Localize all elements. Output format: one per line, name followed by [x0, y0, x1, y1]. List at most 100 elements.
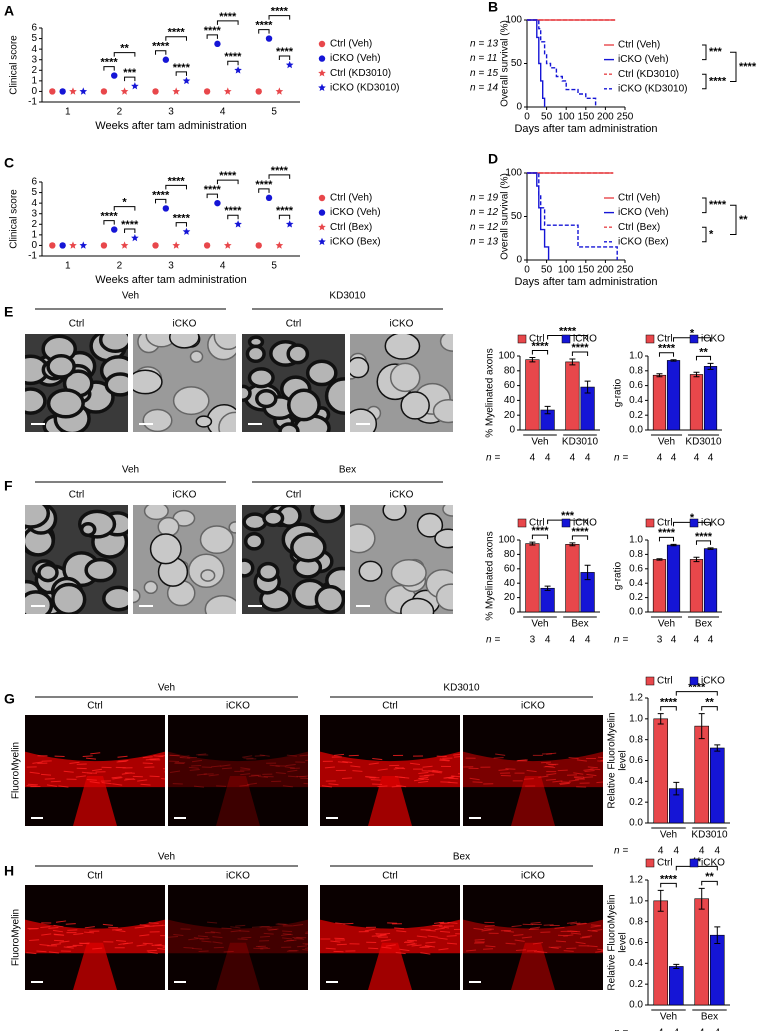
fiber: [573, 772, 584, 775]
error-bar: [657, 889, 664, 912]
legend-label: iCKO (Veh): [330, 207, 381, 218]
significance-bracket: [165, 36, 187, 41]
y-tick-label: 6: [31, 177, 37, 188]
fiber: [118, 760, 129, 762]
significance-label: ****: [173, 62, 191, 74]
fiber: [199, 938, 210, 940]
data-point: [69, 87, 77, 95]
column-label: Ctrl: [286, 319, 302, 330]
y-tick-label: -1: [28, 251, 37, 262]
fiber: [65, 923, 76, 925]
fiber: [168, 754, 179, 757]
y-tick-label: 0: [509, 425, 515, 436]
fiber: [69, 761, 80, 765]
legend-label: Ctrl (KD3010): [330, 68, 391, 79]
y-tick-label: 0.0: [629, 607, 643, 618]
y-tick-label: 6: [31, 23, 37, 34]
panel-letter: D: [488, 151, 498, 167]
panel-letter: A: [4, 3, 14, 19]
panel-letter: G: [4, 691, 15, 707]
n-value: 4: [708, 453, 714, 464]
y-tick-label: 0.0: [629, 425, 643, 436]
y-tick-label: 0.8: [629, 916, 643, 927]
data-point: [234, 220, 242, 228]
fiber: [282, 930, 293, 933]
bar: [689, 559, 704, 613]
y-tick-label: 0.6: [629, 937, 643, 948]
bar: [653, 900, 668, 1006]
column-label: Ctrl: [286, 490, 302, 501]
error-bar: [693, 556, 700, 563]
fiber: [420, 952, 431, 955]
y-tick-label: 4: [31, 44, 37, 55]
fiber: [115, 929, 126, 933]
legend-label: iCKO: [701, 518, 725, 529]
fiber: [523, 778, 534, 780]
y-axis-label: % Myelinated axons: [485, 531, 496, 621]
micrograph: [25, 334, 128, 432]
tract: [320, 751, 460, 788]
legend-label: Ctrl (Veh): [618, 40, 660, 51]
fiber: [90, 752, 101, 755]
legend-marker: [318, 69, 326, 77]
bar: [652, 559, 667, 613]
error-bar: [673, 963, 680, 970]
y-tick-label: 1: [31, 75, 37, 86]
fiber: [292, 936, 303, 939]
x-tick-label: Veh: [660, 830, 677, 841]
fiber: [568, 757, 579, 759]
significance-bracket: [268, 15, 291, 20]
y-tick-label: 1.0: [629, 895, 643, 906]
y-tick-label: 0.8: [629, 365, 643, 376]
axon: [434, 528, 453, 549]
fiber: [286, 754, 297, 757]
y-axis-label: Overall survival (%): [500, 20, 511, 107]
fiber: [575, 941, 586, 945]
significance-bracket: [702, 197, 707, 214]
axon: [143, 580, 158, 595]
y-axis-label: g-ratio: [613, 561, 624, 590]
micrograph: [463, 885, 603, 990]
tract: [511, 942, 555, 990]
axon: [199, 525, 234, 555]
column-label: iCKO: [173, 319, 197, 330]
n-value: 4: [715, 1028, 721, 1031]
error-bar: [670, 359, 677, 362]
axon: [243, 532, 265, 551]
data-point: [275, 241, 284, 249]
fiber: [473, 927, 484, 931]
significance-bracket: [571, 535, 589, 540]
fiber: [142, 942, 153, 945]
fiber: [483, 948, 494, 950]
tract: [73, 776, 117, 826]
x-tick-label: 200: [597, 112, 614, 123]
fiber: [283, 939, 295, 942]
x-tick-label: Veh: [531, 437, 548, 448]
fiber: [413, 778, 425, 782]
axon: [358, 560, 383, 582]
y-tick-label: 100: [498, 535, 515, 546]
x-tick-label: 250: [617, 112, 634, 123]
significance-bracket: [155, 50, 167, 55]
fiber: [201, 940, 212, 943]
fiber: [73, 932, 84, 935]
fiber: [240, 773, 251, 776]
n-value: 4: [699, 846, 705, 857]
data-point: [203, 242, 211, 249]
significance-label: ****: [224, 205, 242, 217]
axon: [384, 334, 421, 360]
y-tick-label: 0.4: [629, 578, 643, 589]
column-label: Ctrl: [87, 871, 103, 882]
y-tick-label: 5: [31, 187, 37, 198]
axon: [382, 505, 407, 521]
legend-label: iCKO: [573, 334, 597, 345]
fiber: [29, 939, 40, 942]
legend-label: iCKO (KD3010): [330, 82, 399, 93]
data-point: [162, 205, 170, 212]
fiber: [570, 922, 581, 925]
fiber: [144, 925, 155, 928]
n-value: 4: [545, 453, 551, 464]
column-label: Ctrl: [87, 701, 103, 712]
fiber: [26, 785, 37, 787]
fiber: [557, 769, 568, 772]
